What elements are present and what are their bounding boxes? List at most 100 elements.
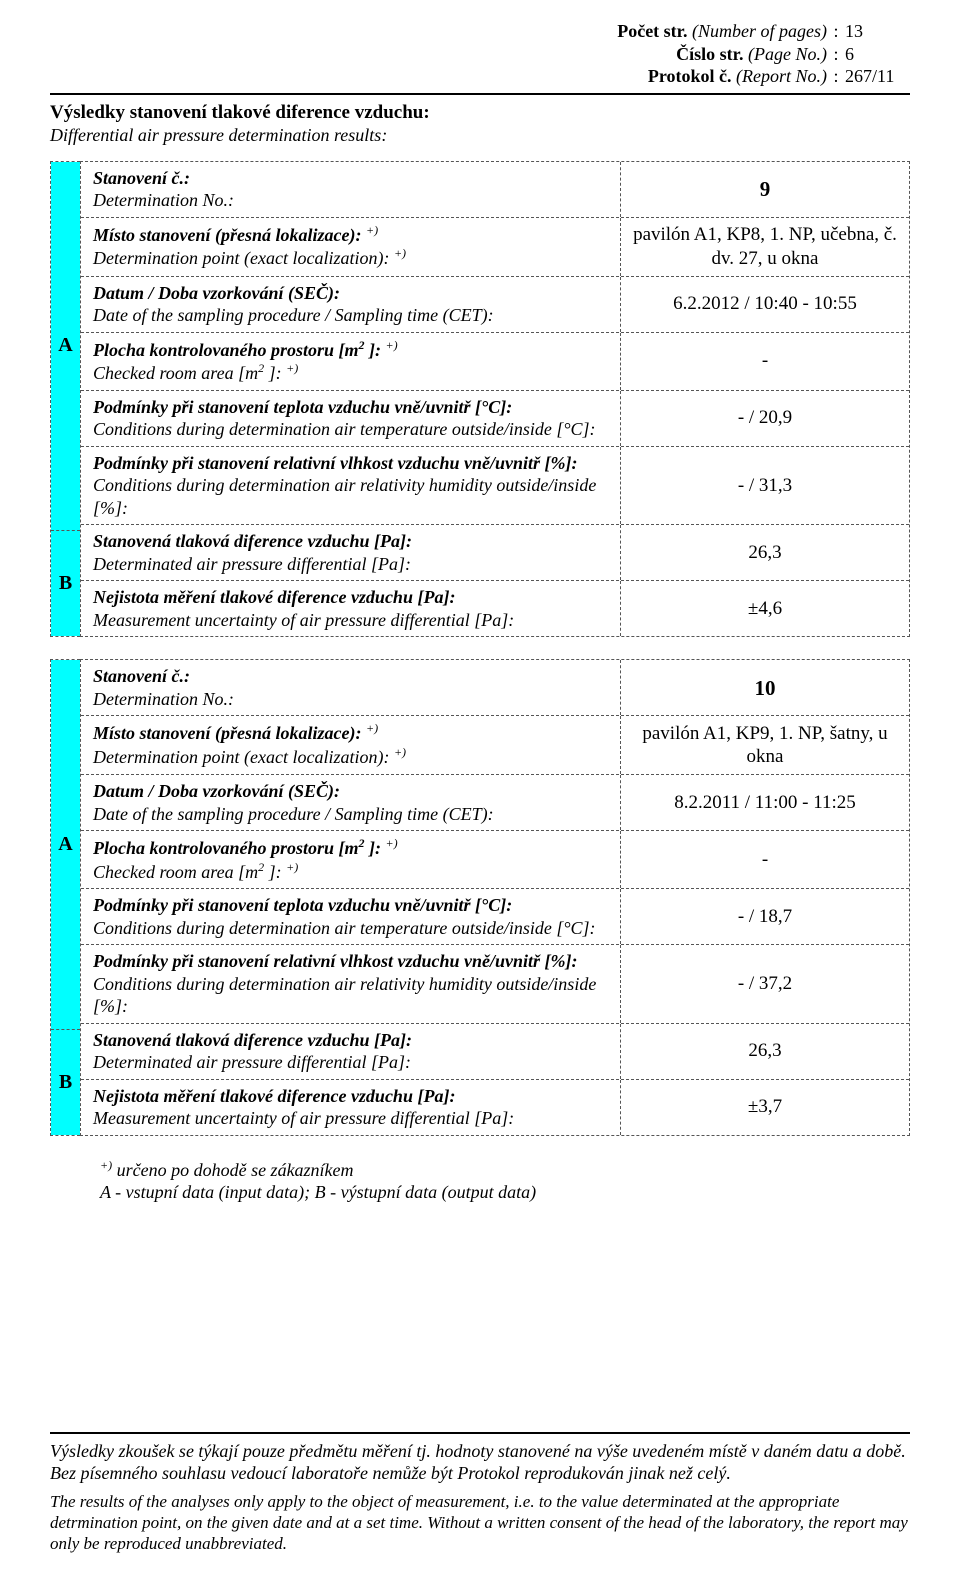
side-a-label: A bbox=[51, 660, 80, 1029]
loc-sup-en: +) bbox=[394, 745, 406, 759]
temp-value: - / 18,7 bbox=[738, 905, 792, 929]
row-hum: Podmínky při stanovení relativní vlhkost… bbox=[81, 447, 909, 526]
header-colon: : bbox=[827, 65, 845, 88]
footer-text-cz: Výsledky zkoušek se týkají pouze předmět… bbox=[50, 1440, 910, 1485]
unc-label-cz: Nejistota měření tlakové diference vzduc… bbox=[93, 1085, 610, 1108]
row-location: Místo stanovení (přesná lokalizace): +) … bbox=[81, 716, 909, 775]
date-value: 8.2.2011 / 11:00 - 11:25 bbox=[674, 791, 856, 815]
side-labels: A B bbox=[50, 161, 80, 638]
hum-label-cz: Podmínky při stanovení relativní vlhkost… bbox=[93, 950, 610, 973]
row-unc: Nejistota měření tlakové diference vzduc… bbox=[81, 581, 909, 636]
row-temp: Podmínky při stanovení teplota vzduchu v… bbox=[81, 889, 909, 945]
det-no-value: 9 bbox=[760, 176, 771, 202]
row-area: Plocha kontrolovaného prostoru [m2 ]: +)… bbox=[81, 333, 909, 391]
loc-sup-en: +) bbox=[394, 246, 406, 260]
determination-record-9: A B Stanovení č.: Determination No.: 9 M… bbox=[50, 161, 910, 638]
loc-label-cz: Místo stanovení (přesná lokalizace): bbox=[93, 723, 362, 743]
side-b-label: B bbox=[51, 531, 80, 636]
hum-label-en: Conditions during determination air rela… bbox=[93, 973, 610, 1018]
loc-label-cz: Místo stanovení (přesná lokalizace): bbox=[93, 225, 362, 245]
hum-label-en: Conditions during determination air rela… bbox=[93, 474, 610, 519]
header-pageno-val: 6 bbox=[845, 43, 910, 66]
title-main: Výsledky stanovení tlakové diference vzd… bbox=[50, 101, 910, 125]
header-pages-val: 13 bbox=[845, 20, 910, 43]
row-unc: Nejistota měření tlakové diference vzduc… bbox=[81, 1080, 909, 1135]
header-pages-en: (Number of pages) bbox=[692, 21, 827, 41]
note-sup: +) bbox=[100, 1158, 112, 1172]
area-label-cz2: ]: bbox=[365, 838, 382, 858]
record-table: Stanovení č.: Determination No.: 10 Míst… bbox=[80, 659, 910, 1136]
loc-value: pavilón A1, KP8, 1. NP, učebna, č. dv. 2… bbox=[631, 223, 899, 271]
header-rule bbox=[50, 93, 910, 95]
row-location: Místo stanovení (přesná lokalizace): +) … bbox=[81, 218, 909, 277]
area-sup: +) bbox=[386, 836, 398, 850]
hum-label-cz: Podmínky při stanovení relativní vlhkost… bbox=[93, 452, 610, 475]
result-value: 26,3 bbox=[748, 1039, 781, 1063]
loc-value: pavilón A1, KP9, 1. NP, šatny, u okna bbox=[631, 722, 899, 770]
row-temp: Podmínky při stanovení teplota vzduchu v… bbox=[81, 391, 909, 447]
spacer bbox=[50, 1204, 910, 1424]
date-label-cz: Datum / Doba vzorkování (SEČ): bbox=[93, 780, 610, 803]
unc-label-cz: Nejistota měření tlakové diference vzduc… bbox=[93, 586, 610, 609]
result-label-en: Determinated air pressure differential [… bbox=[93, 553, 610, 576]
header-pageno-cz: Číslo str. bbox=[676, 44, 743, 64]
unc-label-en: Measurement uncertainty of air pressure … bbox=[93, 609, 610, 632]
unc-label-en: Measurement uncertainty of air pressure … bbox=[93, 1107, 610, 1130]
loc-sup: +) bbox=[366, 223, 378, 237]
result-value: 26,3 bbox=[748, 541, 781, 565]
row-det-no: Stanovení č.: Determination No.: 10 bbox=[81, 660, 909, 716]
header-report-row: Protokol č. (Report No.) : 267/11 bbox=[50, 65, 910, 88]
side-a-label: A bbox=[51, 162, 80, 531]
header-pages-cz: Počet str. bbox=[617, 21, 687, 41]
result-label-en: Determinated air pressure differential [… bbox=[93, 1051, 610, 1074]
det-no-value: 10 bbox=[755, 675, 776, 701]
page-header: Počet str. (Number of pages) : 13 Číslo … bbox=[50, 20, 910, 88]
hum-value: - / 37,2 bbox=[738, 972, 792, 996]
det-no-label-en: Determination No.: bbox=[93, 688, 610, 711]
header-report-val: 267/11 bbox=[845, 65, 910, 88]
row-hum: Podmínky při stanovení relativní vlhkost… bbox=[81, 945, 909, 1024]
note-line1: určeno po dohodě se zákazníkem bbox=[112, 1160, 353, 1180]
date-label-en: Date of the sampling procedure / Samplin… bbox=[93, 304, 610, 327]
area-sup-en: +) bbox=[286, 860, 298, 874]
temp-label-cz: Podmínky při stanovení teplota vzduchu v… bbox=[93, 396, 610, 419]
title-sub: Differential air pressure determination … bbox=[50, 124, 910, 147]
determination-record-10: A B Stanovení č.: Determination No.: 10 … bbox=[50, 659, 910, 1136]
note-line2: A - vstupní data (input data); B - výstu… bbox=[100, 1181, 910, 1204]
row-det-no: Stanovení č.: Determination No.: 9 bbox=[81, 162, 909, 218]
area-label-en2: ]: bbox=[264, 363, 282, 383]
header-colon: : bbox=[827, 43, 845, 66]
temp-label-en: Conditions during determination air temp… bbox=[93, 418, 610, 441]
row-result: Stanovená tlaková diference vzduchu [Pa]… bbox=[81, 525, 909, 581]
header-pages-row: Počet str. (Number of pages) : 13 bbox=[50, 20, 910, 43]
result-label-cz: Stanovená tlaková diference vzduchu [Pa]… bbox=[93, 530, 610, 553]
area-label-en2: ]: bbox=[264, 862, 282, 882]
area-sup-en: +) bbox=[286, 361, 298, 375]
notes-block: +) určeno po dohodě se zákazníkem A - vs… bbox=[50, 1158, 910, 1204]
det-no-label-en: Determination No.: bbox=[93, 189, 610, 212]
header-colon: : bbox=[827, 20, 845, 43]
footer-block: Výsledky zkoušek se týkají pouze předmět… bbox=[50, 1432, 910, 1555]
loc-label-en: Determination point (exact localization)… bbox=[93, 747, 389, 767]
result-label-cz: Stanovená tlaková diference vzduchu [Pa]… bbox=[93, 1029, 610, 1052]
area-label-cz2: ]: bbox=[365, 340, 382, 360]
area-sup: +) bbox=[386, 338, 398, 352]
row-date: Datum / Doba vzorkování (SEČ): Date of t… bbox=[81, 775, 909, 831]
area-label-en: Checked room area [m bbox=[93, 862, 258, 882]
header-report-en: (Report No.) bbox=[736, 66, 827, 86]
footer-text-en: The results of the analyses only apply t… bbox=[50, 1491, 910, 1555]
area-label-cz: Plocha kontrolovaného prostoru [m bbox=[93, 340, 359, 360]
record-table: Stanovení č.: Determination No.: 9 Místo… bbox=[80, 161, 910, 638]
loc-label-en: Determination point (exact localization)… bbox=[93, 248, 389, 268]
unc-value: ±3,7 bbox=[748, 1095, 782, 1119]
area-label-cz: Plocha kontrolovaného prostoru [m bbox=[93, 838, 359, 858]
side-labels: A B bbox=[50, 659, 80, 1136]
date-label-cz: Datum / Doba vzorkování (SEČ): bbox=[93, 282, 610, 305]
row-date: Datum / Doba vzorkování (SEČ): Date of t… bbox=[81, 277, 909, 333]
temp-label-cz: Podmínky při stanovení teplota vzduchu v… bbox=[93, 894, 610, 917]
area-value: - bbox=[762, 349, 768, 373]
unc-value: ±4,6 bbox=[748, 597, 782, 621]
header-report-cz: Protokol č. bbox=[648, 66, 732, 86]
det-no-label-cz: Stanovení č.: bbox=[93, 665, 610, 688]
header-pageno-row: Číslo str. (Page No.) : 6 bbox=[50, 43, 910, 66]
